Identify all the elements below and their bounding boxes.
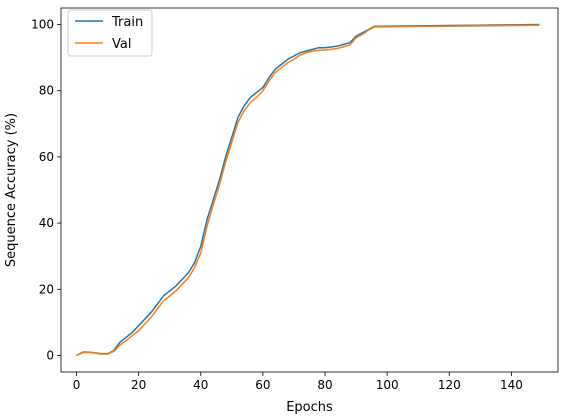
x-tick-label: 120 xyxy=(438,378,461,392)
y-tick-label: 100 xyxy=(31,18,54,32)
plot-frame xyxy=(60,7,559,373)
x-tick-label: 80 xyxy=(317,378,332,392)
y-axis-label: Sequence Accuracy (%) xyxy=(4,113,19,267)
plot-area xyxy=(61,8,558,372)
series-line-val xyxy=(76,24,540,357)
x-tick-label: 0 xyxy=(73,378,81,392)
y-tick-label: 0 xyxy=(46,348,54,362)
x-tick-label: 60 xyxy=(255,378,270,392)
x-axis-ticks: 0 20 40 60 80 100 120 140 xyxy=(73,372,523,392)
series-line-train xyxy=(76,23,540,357)
legend-label-train: Train xyxy=(111,15,143,30)
y-tick-label: 20 xyxy=(39,282,54,296)
series-lines xyxy=(76,23,540,357)
x-tick-label: 40 xyxy=(193,378,208,392)
legend: Train Val xyxy=(67,9,153,57)
x-tick-label: 100 xyxy=(376,378,399,392)
y-tick-label: 80 xyxy=(39,84,54,98)
legend-label-val: Val xyxy=(112,37,131,52)
y-axis-ticks: 0 20 40 60 80 100 xyxy=(31,18,61,362)
x-tick-label: 20 xyxy=(131,378,146,392)
x-tick-label: 140 xyxy=(500,378,523,392)
y-tick-label: 40 xyxy=(39,216,54,230)
x-axis-label: Epochs xyxy=(286,400,333,415)
y-tick-label: 60 xyxy=(39,150,54,164)
